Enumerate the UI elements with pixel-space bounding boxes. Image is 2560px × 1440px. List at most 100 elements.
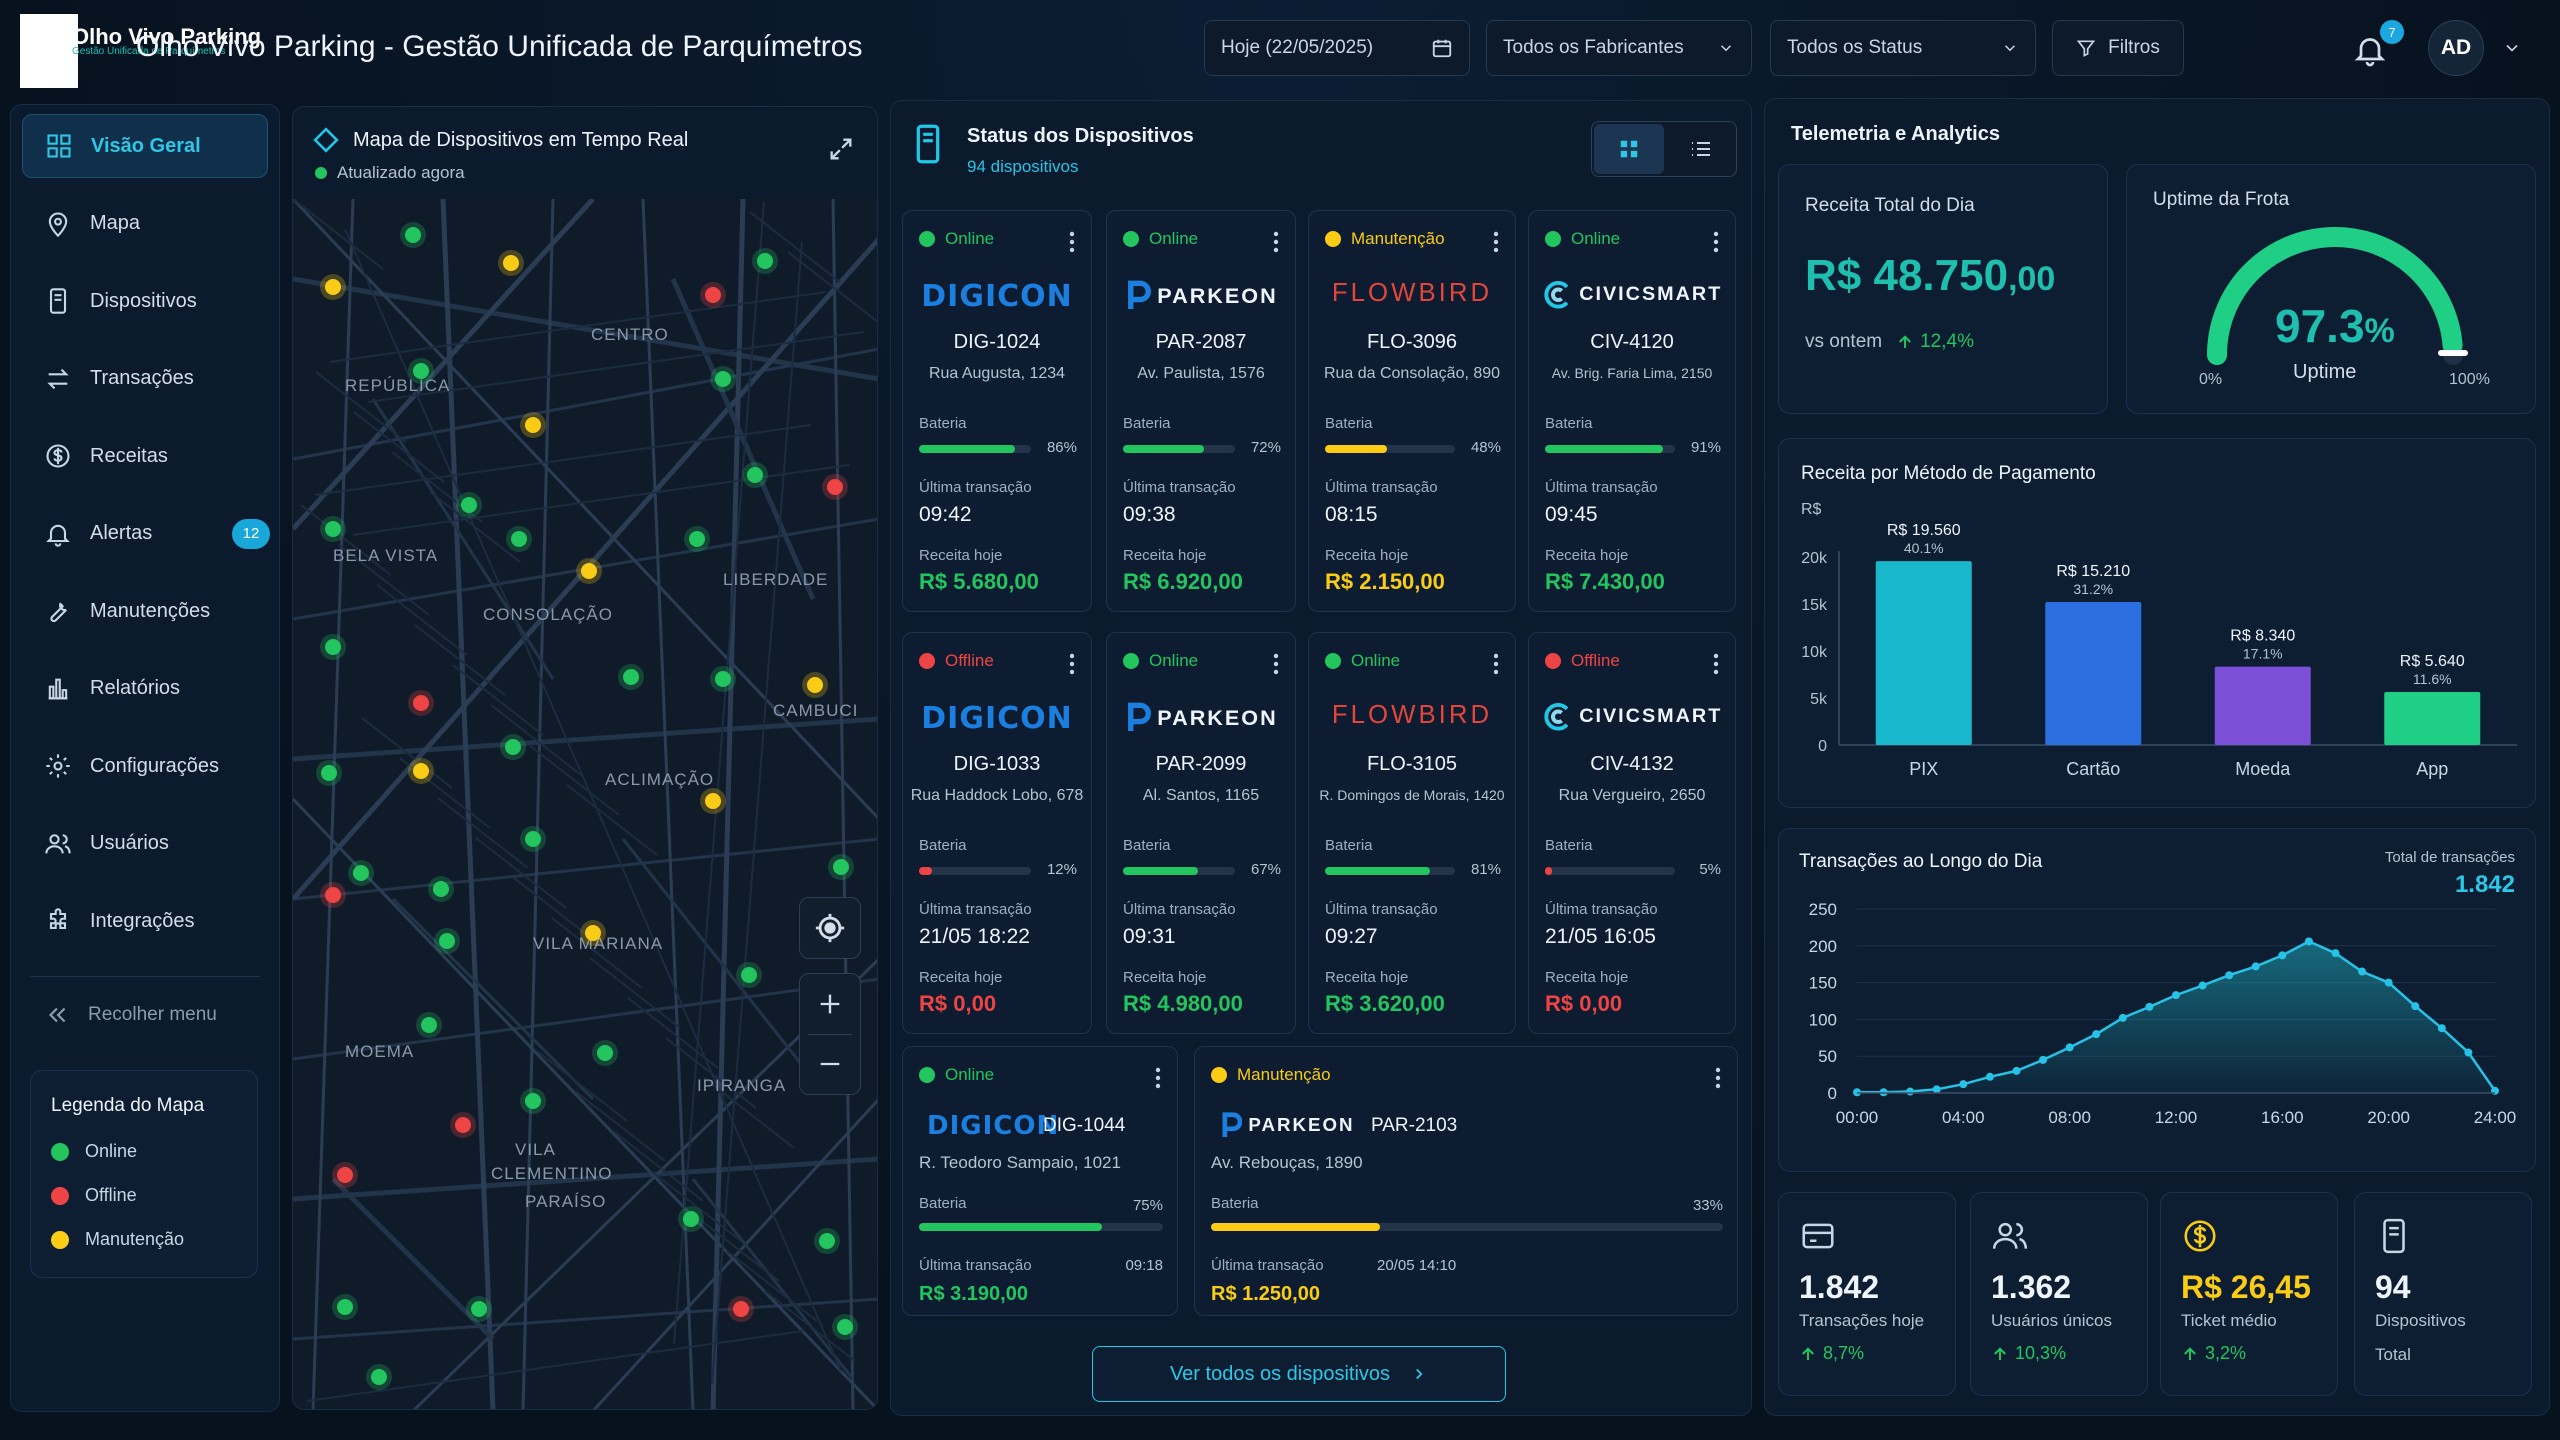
device-marker[interactable] — [325, 279, 341, 295]
device-marker[interactable] — [525, 417, 541, 433]
device-card[interactable]: Offline DIGICON DIG-1033 Rua Haddock Lob… — [902, 632, 1092, 1034]
device-marker[interactable] — [421, 1017, 437, 1033]
kebab-menu-icon[interactable] — [1713, 653, 1719, 675]
device-marker[interactable] — [433, 881, 449, 897]
device-marker[interactable] — [833, 859, 849, 875]
device-card[interactable]: Online PARKEON PAR-2099 Al. Santos, 1165… — [1106, 632, 1296, 1034]
sidebar-item-manutencoes[interactable]: Manutenções — [22, 579, 268, 643]
data-point[interactable] — [2145, 1002, 2154, 1011]
device-marker[interactable] — [733, 1301, 749, 1317]
device-marker[interactable] — [807, 677, 823, 693]
bar-cartão[interactable] — [2045, 602, 2142, 745]
kebab-menu-icon[interactable] — [1273, 653, 1279, 675]
data-point[interactable] — [2278, 951, 2287, 960]
sidebar-item-mapa[interactable]: Mapa — [22, 192, 268, 256]
status-select[interactable]: Todos os Status — [1770, 20, 2036, 76]
data-point[interactable] — [2039, 1055, 2048, 1064]
filters-button[interactable]: Filtros — [2052, 20, 2184, 76]
device-marker[interactable] — [741, 967, 757, 983]
data-point[interactable] — [2198, 981, 2207, 990]
data-point[interactable] — [2358, 967, 2367, 976]
device-marker[interactable] — [325, 639, 341, 655]
device-marker[interactable] — [413, 763, 429, 779]
device-marker[interactable] — [505, 739, 521, 755]
avatar[interactable]: AD — [2428, 20, 2484, 76]
manufacturer-select[interactable]: Todos os Fabricantes — [1486, 20, 1752, 76]
device-marker[interactable] — [597, 1045, 613, 1061]
data-point[interactable] — [2092, 1030, 2101, 1039]
device-card[interactable]: Online FLOWBIRD FLO-3105 R. Domingos de … — [1308, 632, 1516, 1034]
view-all-devices-button[interactable]: Ver todos os dispositivos — [1092, 1346, 1506, 1402]
device-marker[interactable] — [525, 831, 541, 847]
kebab-menu-icon[interactable] — [1155, 1067, 1161, 1089]
kebab-menu-icon[interactable] — [1273, 231, 1279, 253]
bar-app[interactable] — [2384, 691, 2481, 745]
data-point[interactable] — [1959, 1080, 1968, 1089]
kebab-menu-icon[interactable] — [1713, 231, 1719, 253]
sidebar-item-relatorios[interactable]: Relatórios — [22, 657, 268, 721]
bar-pix[interactable] — [1875, 561, 1972, 745]
chevron-down-icon[interactable] — [2502, 38, 2522, 58]
sidebar-item-receitas[interactable]: Receitas — [22, 424, 268, 488]
data-point[interactable] — [1985, 1072, 1994, 1081]
data-point[interactable] — [2225, 971, 2234, 980]
sidebar-item-usuarios[interactable]: Usuários — [22, 812, 268, 876]
device-marker[interactable] — [511, 531, 527, 547]
device-marker[interactable] — [455, 1117, 471, 1133]
device-marker[interactable] — [683, 1211, 699, 1227]
device-marker[interactable] — [471, 1301, 487, 1317]
device-card[interactable]: Online CIVICSMART CIV-4120 Av. Brig. Far… — [1528, 210, 1736, 612]
list-view-button[interactable] — [1666, 124, 1736, 174]
sidebar-item-integracoes[interactable]: Integrações — [22, 889, 268, 953]
map-canvas[interactable]: CENTRO REPÚBLICA BELA VISTA LIBERDADE CONSOL… — [293, 197, 877, 1409]
device-card[interactable]: Online DIGICON DIG-1044 R. Teodoro Sampa… — [902, 1046, 1178, 1316]
device-marker[interactable] — [321, 765, 337, 781]
device-marker[interactable] — [461, 497, 477, 513]
device-marker[interactable] — [715, 371, 731, 387]
data-point[interactable] — [2331, 949, 2340, 958]
data-point[interactable] — [2304, 937, 2313, 946]
device-marker[interactable] — [325, 887, 341, 903]
device-marker[interactable] — [581, 563, 597, 579]
device-marker[interactable] — [337, 1299, 353, 1315]
bar-moeda[interactable] — [2214, 666, 2311, 745]
device-marker[interactable] — [837, 1319, 853, 1335]
device-marker[interactable] — [413, 695, 429, 711]
kebab-menu-icon[interactable] — [1493, 231, 1499, 253]
date-picker[interactable]: Hoje (22/05/2025) — [1204, 20, 1470, 76]
device-marker[interactable] — [503, 255, 519, 271]
data-point[interactable] — [2172, 991, 2180, 1000]
device-card[interactable]: Online DIGICON DIG-1024 Rua Augusta, 123… — [902, 210, 1092, 612]
device-marker[interactable] — [405, 227, 421, 243]
device-card[interactable]: Manutenção PARKEON PAR-2103 Av. Rebouças… — [1194, 1046, 1738, 1316]
kebab-menu-icon[interactable] — [1493, 653, 1499, 675]
sidebar-item-transacoes[interactable]: Transações — [22, 347, 268, 411]
locate-button[interactable] — [799, 897, 861, 959]
sidebar-item-alertas[interactable]: Alertas 12 — [22, 502, 270, 566]
device-marker[interactable] — [439, 933, 455, 949]
expand-icon[interactable] — [827, 135, 855, 163]
data-point[interactable] — [2251, 962, 2260, 971]
data-point[interactable] — [2464, 1048, 2473, 1057]
device-marker[interactable] — [715, 671, 731, 687]
device-marker[interactable] — [371, 1369, 387, 1385]
device-card[interactable]: Online PARKEON PAR-2087 Av. Paulista, 15… — [1106, 210, 1296, 612]
sidebar-item-dispositivos[interactable]: Dispositivos — [22, 269, 268, 333]
collapse-menu-button[interactable]: Recolher menu — [44, 1002, 217, 1028]
device-marker[interactable] — [705, 287, 721, 303]
data-point[interactable] — [2437, 1024, 2446, 1033]
device-marker[interactable] — [325, 521, 341, 537]
device-card[interactable]: Manutenção FLOWBIRD FLO-3096 Rua da Cons… — [1308, 210, 1516, 612]
sidebar-item-configuracoes[interactable]: Configurações — [22, 734, 268, 798]
device-marker[interactable] — [585, 925, 601, 941]
data-point[interactable] — [2012, 1066, 2021, 1075]
kebab-menu-icon[interactable] — [1715, 1067, 1721, 1089]
device-marker[interactable] — [689, 531, 705, 547]
device-marker[interactable] — [705, 793, 721, 809]
sidebar-item-visao-geral[interactable]: Visão Geral — [22, 114, 268, 178]
data-point[interactable] — [2411, 1002, 2420, 1011]
data-point[interactable] — [1906, 1087, 1915, 1096]
device-marker[interactable] — [623, 669, 639, 685]
device-marker[interactable] — [353, 865, 369, 881]
kebab-menu-icon[interactable] — [1069, 653, 1075, 675]
